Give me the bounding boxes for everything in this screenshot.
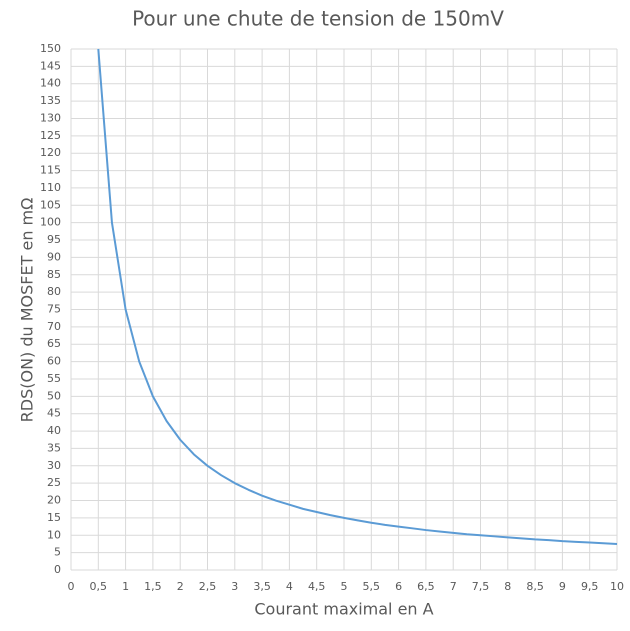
y-tick-label: 5 [54, 546, 61, 559]
y-tick-label: 120 [40, 146, 61, 159]
x-tick-label: 7,5 [472, 580, 490, 593]
x-tick-label: 9 [559, 580, 566, 593]
y-tick-label: 150 [40, 42, 61, 55]
y-tick-label: 140 [40, 77, 61, 90]
y-tick-label: 30 [47, 459, 61, 472]
y-tick-label: 25 [47, 476, 61, 489]
y-tick-label: 135 [40, 94, 61, 107]
x-tick-label: 3,5 [253, 580, 271, 593]
y-tick-label: 10 [47, 528, 61, 541]
x-tick-label: 3 [231, 580, 238, 593]
y-tick-label: 0 [54, 563, 61, 576]
y-tick-label: 35 [47, 441, 61, 454]
x-tick-label: 1 [122, 580, 129, 593]
x-tick-label: 6 [395, 580, 402, 593]
y-tick-label: 130 [40, 111, 61, 124]
y-tick-label: 65 [47, 337, 61, 350]
data-line [97, 48, 618, 545]
x-tick-label: 2 [177, 580, 184, 593]
y-tick-label: 115 [40, 164, 61, 177]
x-tick-label: 0 [68, 580, 75, 593]
y-axis-label: RDS(ON) du MOSFET en mΩ [18, 198, 37, 423]
y-tick-label: 125 [40, 129, 61, 142]
x-tick-label: 4 [286, 580, 293, 593]
x-tick-label: 0,5 [90, 580, 108, 593]
y-tick-label: 75 [47, 303, 61, 316]
y-tick-label: 95 [47, 233, 61, 246]
y-tick-label: 145 [40, 59, 61, 72]
x-tick-label: 4,5 [308, 580, 326, 593]
x-tick-label: 10 [610, 580, 624, 593]
y-tick-label: 70 [47, 320, 61, 333]
y-tick-label: 100 [40, 216, 61, 229]
y-tick-label: 80 [47, 285, 61, 298]
x-tick-label: 9,5 [581, 580, 599, 593]
y-tick-label: 60 [47, 355, 61, 368]
y-tick-label: 85 [47, 268, 61, 281]
y-tick-label: 90 [47, 250, 61, 263]
x-axis-label: Courant maximal en A [254, 600, 433, 619]
y-tick-label: 45 [47, 407, 61, 420]
y-tick-label: 110 [40, 181, 61, 194]
y-tick-label: 105 [40, 198, 61, 211]
y-tick-label: 55 [47, 372, 61, 385]
x-tick-label: 1,5 [144, 580, 162, 593]
y-tick-label: 50 [47, 389, 61, 402]
x-tick-label: 5,5 [363, 580, 381, 593]
y-tick-label: 40 [47, 424, 61, 437]
x-tick-label: 5 [341, 580, 348, 593]
x-tick-label: 8 [504, 580, 511, 593]
x-tick-label: 8,5 [526, 580, 544, 593]
y-tick-label: 15 [47, 511, 61, 524]
chart-title: Pour une chute de tension de 150mV [132, 7, 504, 31]
x-tick-label: 2,5 [199, 580, 217, 593]
x-tick-label: 7 [450, 580, 457, 593]
y-tick-label: 20 [47, 494, 61, 507]
x-tick-label: 6,5 [417, 580, 435, 593]
